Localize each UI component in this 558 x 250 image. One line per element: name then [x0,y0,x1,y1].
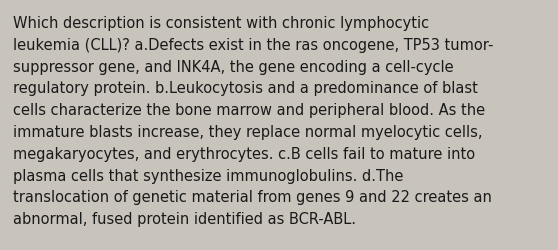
Text: abnormal, fused protein identified as BCR-ABL.: abnormal, fused protein identified as BC… [13,211,356,226]
Text: suppressor gene, and INK4A, the gene encoding a cell-cycle: suppressor gene, and INK4A, the gene enc… [13,59,454,74]
Text: megakaryocytes, and erythrocytes. c.B cells fail to mature into: megakaryocytes, and erythrocytes. c.B ce… [13,146,475,161]
Text: translocation of genetic material from genes 9 and 22 creates an: translocation of genetic material from g… [13,190,492,204]
Text: regulatory protein. b.Leukocytosis and a predominance of blast: regulatory protein. b.Leukocytosis and a… [13,81,478,96]
Text: cells characterize the bone marrow and peripheral blood. As the: cells characterize the bone marrow and p… [13,103,485,118]
Text: leukemia (CLL)? a.Defects exist in the ras oncogene, TP53 tumor-: leukemia (CLL)? a.Defects exist in the r… [13,38,493,52]
Text: immature blasts increase, they replace normal myelocytic cells,: immature blasts increase, they replace n… [13,124,483,140]
Text: Which description is consistent with chronic lymphocytic: Which description is consistent with chr… [13,16,429,31]
Text: plasma cells that synthesize immunoglobulins. d.The: plasma cells that synthesize immunoglobu… [13,168,403,183]
